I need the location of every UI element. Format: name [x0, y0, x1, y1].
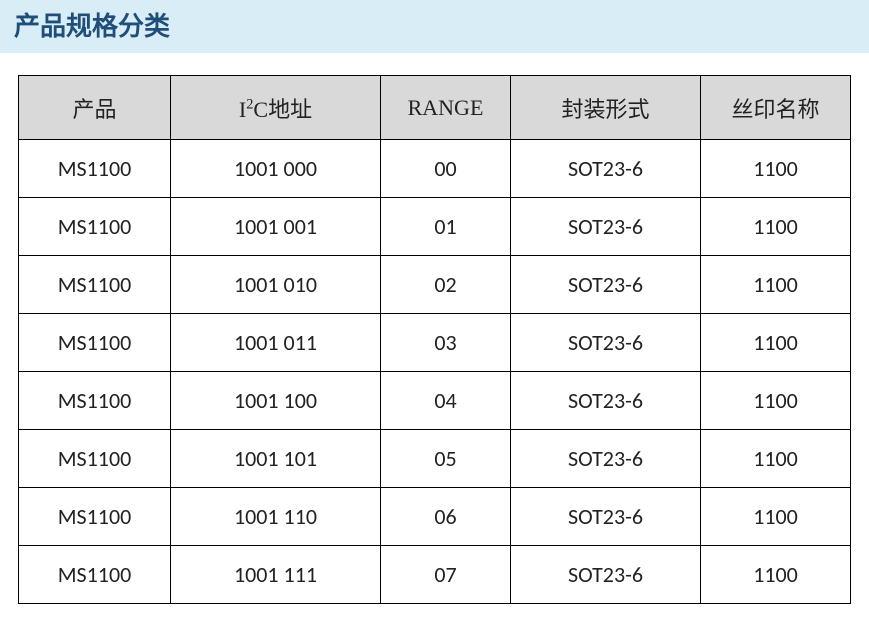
cell-product: MS1100 [19, 372, 171, 430]
header-row: 产品I2C地址RANGE封装形式丝印名称 [19, 76, 851, 140]
col-header-product: 产品 [19, 76, 171, 140]
cell-product: MS1100 [19, 430, 171, 488]
table-row: MS11001001 01103SOT23-61100 [19, 314, 851, 372]
cell-marking: 1100 [701, 256, 851, 314]
cell-range: 00 [381, 140, 511, 198]
cell-product: MS1100 [19, 546, 171, 604]
col-header-range: RANGE [381, 76, 511, 140]
cell-range: 04 [381, 372, 511, 430]
cell-package: SOT23-6 [511, 140, 701, 198]
cell-product: MS1100 [19, 488, 171, 546]
col-header-marking: 丝印名称 [701, 76, 851, 140]
cell-package: SOT23-6 [511, 488, 701, 546]
cell-i2c_addr: 1001 000 [171, 140, 381, 198]
cell-range: 01 [381, 198, 511, 256]
cell-package: SOT23-6 [511, 314, 701, 372]
cell-product: MS1100 [19, 140, 171, 198]
table-row: MS11001001 11107SOT23-61100 [19, 546, 851, 604]
cell-i2c_addr: 1001 110 [171, 488, 381, 546]
cell-marking: 1100 [701, 314, 851, 372]
cell-marking: 1100 [701, 546, 851, 604]
cell-package: SOT23-6 [511, 546, 701, 604]
cell-range: 02 [381, 256, 511, 314]
table-body: MS11001001 00000SOT23-61100MS11001001 00… [19, 140, 851, 604]
cell-marking: 1100 [701, 198, 851, 256]
section-title: 产品规格分类 [0, 0, 869, 53]
cell-product: MS1100 [19, 314, 171, 372]
cell-package: SOT23-6 [511, 256, 701, 314]
cell-range: 05 [381, 430, 511, 488]
cell-i2c_addr: 1001 100 [171, 372, 381, 430]
table-head: 产品I2C地址RANGE封装形式丝印名称 [19, 76, 851, 140]
cell-package: SOT23-6 [511, 198, 701, 256]
cell-i2c_addr: 1001 001 [171, 198, 381, 256]
cell-product: MS1100 [19, 198, 171, 256]
table-row: MS11001001 00000SOT23-61100 [19, 140, 851, 198]
spec-table: 产品I2C地址RANGE封装形式丝印名称 MS11001001 00000SOT… [18, 75, 851, 604]
cell-marking: 1100 [701, 140, 851, 198]
cell-marking: 1100 [701, 372, 851, 430]
cell-range: 06 [381, 488, 511, 546]
col-header-i2c_addr: I2C地址 [171, 76, 381, 140]
cell-i2c_addr: 1001 011 [171, 314, 381, 372]
cell-range: 07 [381, 546, 511, 604]
page: 产品规格分类 产品I2C地址RANGE封装形式丝印名称 MS11001001 0… [0, 0, 869, 624]
cell-marking: 1100 [701, 488, 851, 546]
cell-i2c_addr: 1001 111 [171, 546, 381, 604]
table-row: MS11001001 01002SOT23-61100 [19, 256, 851, 314]
cell-marking: 1100 [701, 430, 851, 488]
cell-i2c_addr: 1001 010 [171, 256, 381, 314]
cell-product: MS1100 [19, 256, 171, 314]
table-row: MS11001001 11006SOT23-61100 [19, 488, 851, 546]
table-row: MS11001001 10004SOT23-61100 [19, 372, 851, 430]
table-row: MS11001001 00101SOT23-61100 [19, 198, 851, 256]
cell-package: SOT23-6 [511, 372, 701, 430]
cell-range: 03 [381, 314, 511, 372]
col-header-package: 封装形式 [511, 76, 701, 140]
table-row: MS11001001 10105SOT23-61100 [19, 430, 851, 488]
cell-i2c_addr: 1001 101 [171, 430, 381, 488]
cell-package: SOT23-6 [511, 430, 701, 488]
